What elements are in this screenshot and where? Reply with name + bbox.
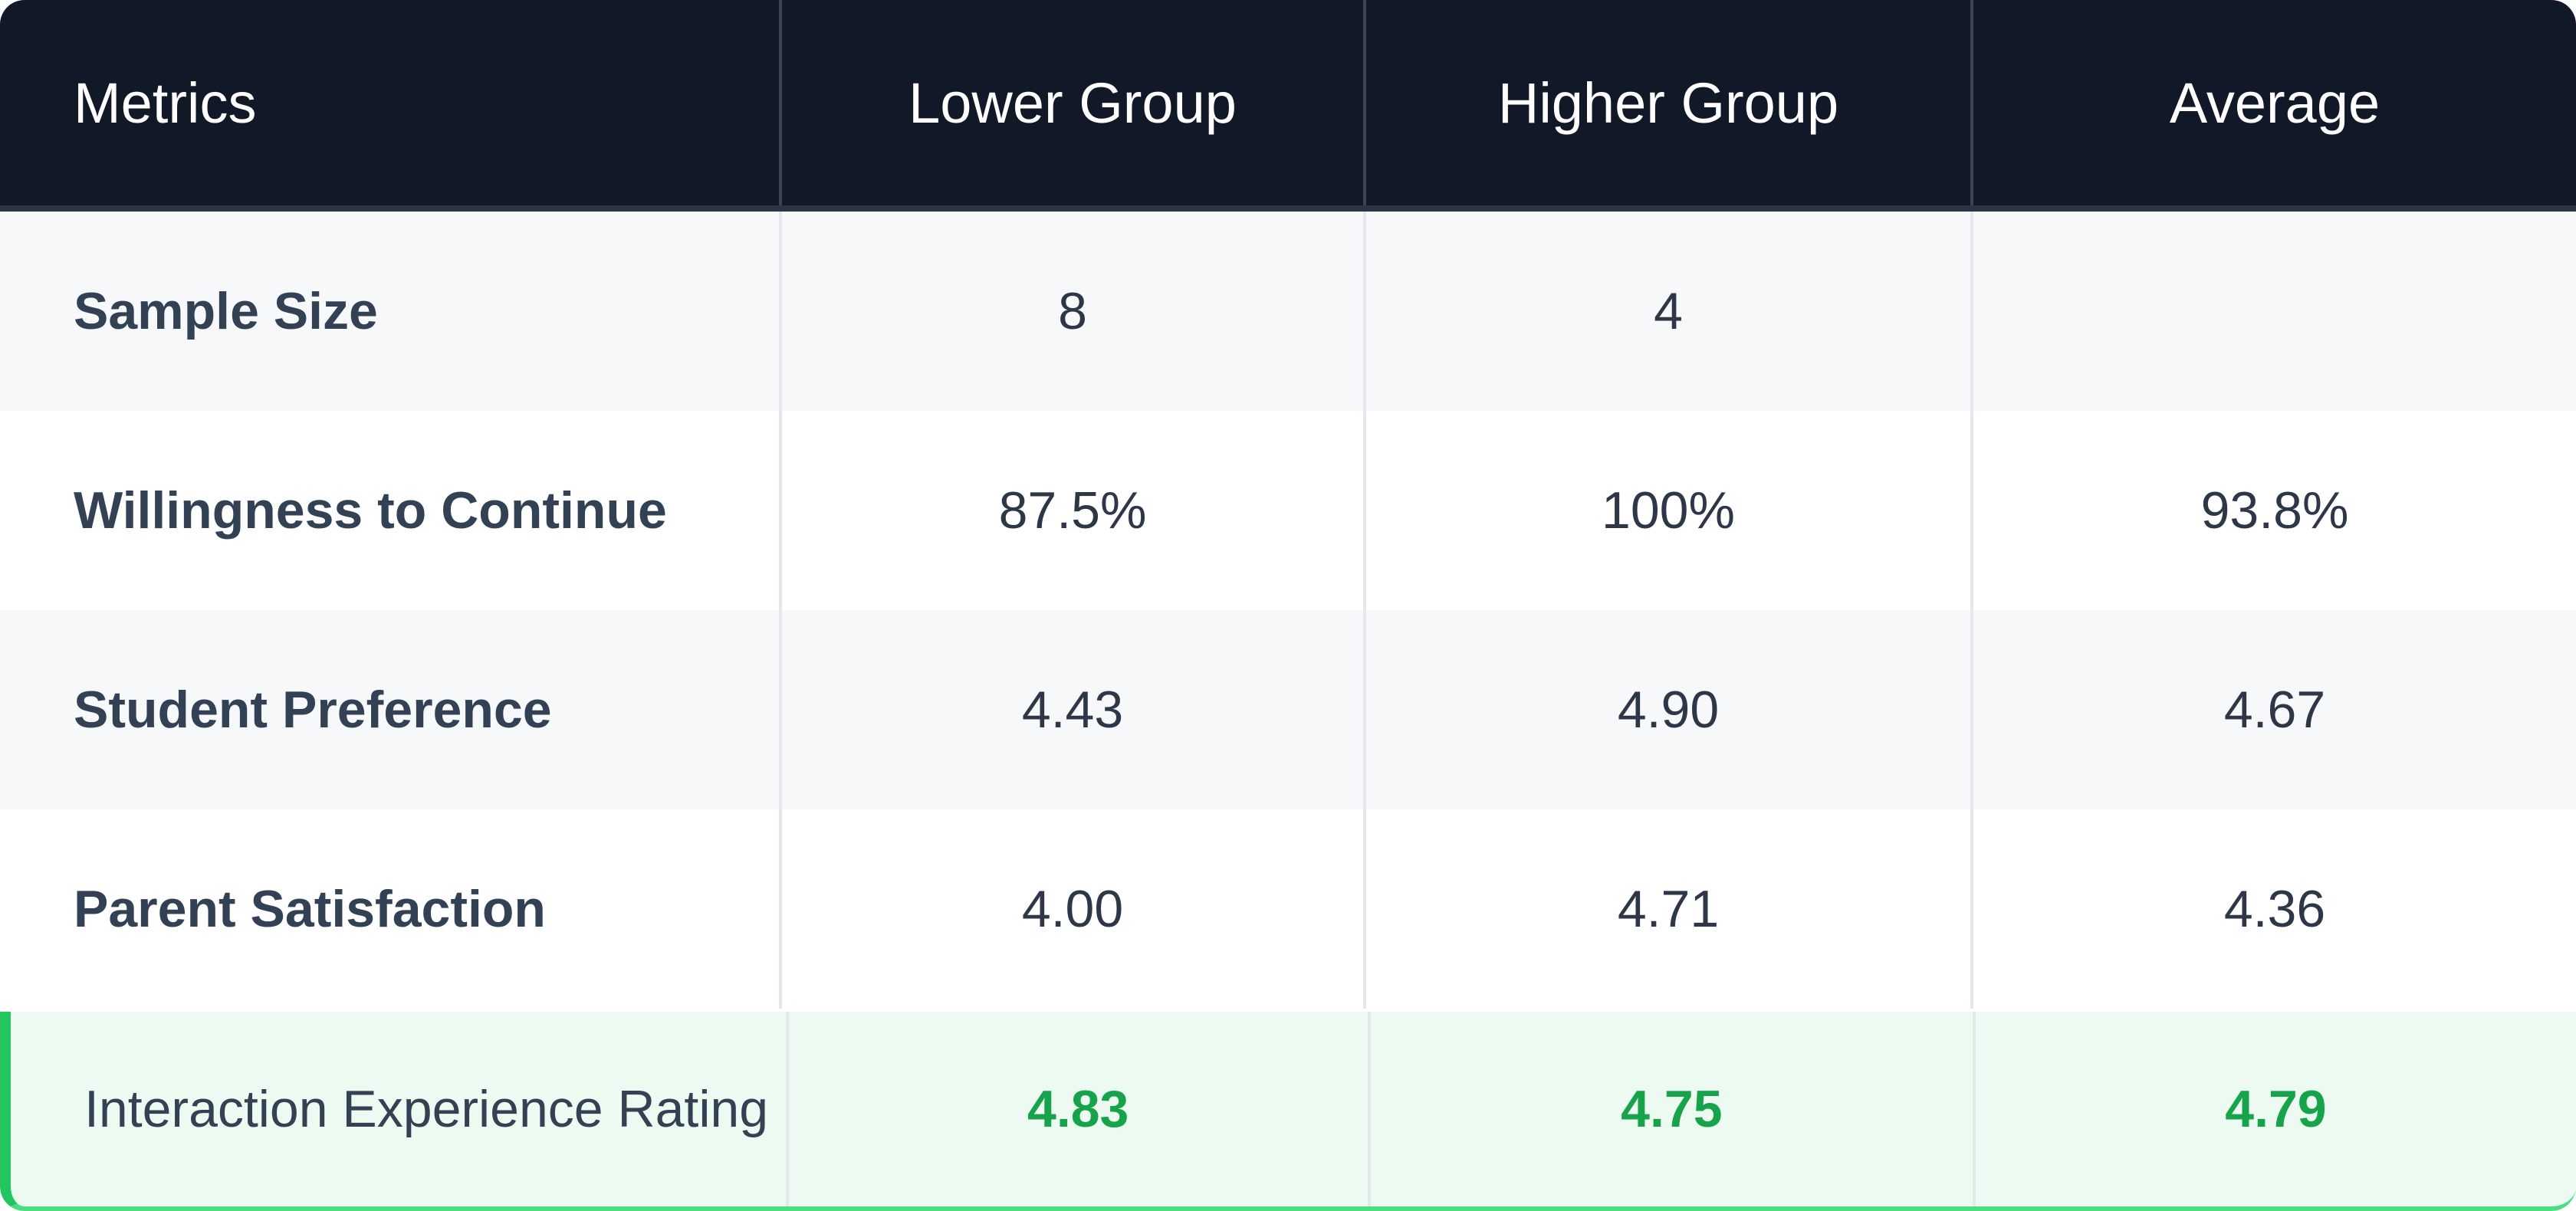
row-average-value: 93.8% — [2200, 481, 2349, 540]
table-row: Sample Size 8 4 — [0, 212, 2576, 411]
row-average-value — [1973, 212, 2576, 411]
header-higher-group: Higher Group — [1366, 0, 1973, 205]
table-row: Student Preference 4.43 4.90 4.67 — [0, 610, 2576, 809]
row-lower-value: 8 — [782, 212, 1366, 411]
row-lower-value: 4.00 — [782, 809, 1366, 1009]
header-metrics: Metrics — [0, 0, 782, 205]
row-higher-value: 4.75 — [1371, 1012, 1976, 1206]
table-header-row: Metrics Lower Group Higher Group Average — [0, 0, 2576, 212]
row-lower-value: 4.83 — [789, 1012, 1371, 1206]
row-metric-label: Sample Size — [0, 212, 782, 411]
row-average-value: 4.79 — [2225, 1080, 2327, 1138]
table-row: Parent Satisfaction 4.00 4.71 4.36 — [0, 809, 2576, 1009]
row-lower-value: 4.43 — [782, 610, 1366, 809]
row-metric-label: Interaction Experience Rating — [11, 1012, 789, 1206]
row-metric-label: Parent Satisfaction — [0, 809, 782, 1009]
row-average-value: 4.36 — [2223, 880, 2326, 938]
row-higher-value: 4 — [1366, 212, 1973, 411]
table-row: Willingness to Continue 87.5% 100% 93.8% — [0, 411, 2576, 610]
highlighted-table-row: Interaction Experience Rating 4.83 4.75 … — [0, 1012, 2576, 1211]
row-metric-label: Student Preference — [0, 610, 782, 809]
header-average: Average — [2169, 71, 2380, 135]
row-higher-value: 4.71 — [1366, 809, 1973, 1009]
row-higher-value: 100% — [1366, 411, 1973, 610]
row-metric-label: Willingness to Continue — [0, 411, 782, 610]
row-lower-value: 87.5% — [782, 411, 1366, 610]
header-lower-group: Lower Group — [782, 0, 1366, 205]
row-average-value: 4.67 — [2223, 681, 2326, 739]
row-higher-value: 4.90 — [1366, 610, 1973, 809]
